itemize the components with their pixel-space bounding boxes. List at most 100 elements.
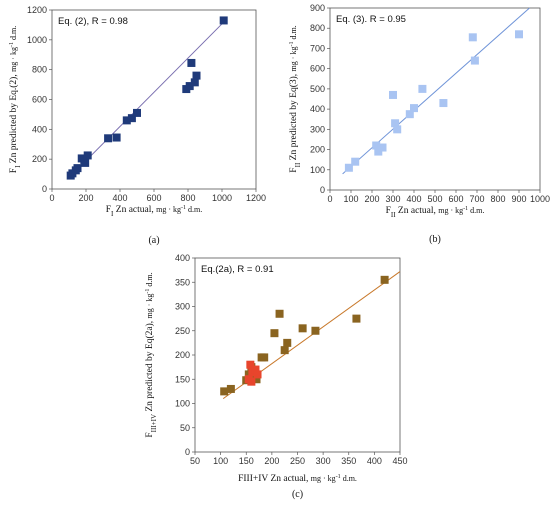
y-tick-label: 200	[310, 145, 325, 155]
data-point	[187, 58, 196, 67]
panel-label: (a)	[148, 235, 159, 246]
y-axis-label: FIII+IV Zn predicted by Eq(2a), mg · kg-…	[144, 272, 158, 437]
y-tick-label: 0	[185, 447, 190, 457]
data-point	[275, 309, 284, 318]
x-tick-label: 250	[290, 456, 305, 466]
x-tick-label: 200	[264, 456, 279, 466]
x-tick-label: 0	[49, 193, 54, 203]
x-tick-label: 1200	[246, 193, 266, 203]
data-point	[283, 338, 292, 347]
data-point	[112, 133, 121, 142]
y-axis-label: FII Zn predicted by Eq(3), mg · kg-1 d.m…	[288, 25, 302, 172]
y-tick-label: 200	[32, 154, 47, 164]
data-point	[192, 71, 201, 80]
data-point	[270, 329, 279, 338]
chart-panel-a: 0 200 400 600 800 1000 1200 0 200 400 600 800 1000 12…	[8, 5, 266, 246]
data-point	[81, 158, 90, 167]
y-tick-label: 100	[175, 399, 190, 409]
data-point	[468, 33, 477, 42]
data-point	[252, 375, 261, 384]
chart-annotation: Eq. (2), R = 0.98	[58, 16, 128, 27]
x-tick-label: 400	[406, 194, 421, 204]
x-tick-label: 200	[364, 194, 379, 204]
x-tick-label: 300	[385, 194, 400, 204]
data-point	[83, 151, 92, 160]
y-tick-label: 300	[310, 124, 325, 134]
data-point	[247, 377, 256, 386]
x-tick-label: 500	[427, 194, 442, 204]
y-tick-label: 400	[175, 253, 190, 263]
y-tick-label: 250	[175, 326, 190, 336]
data-point	[389, 90, 397, 99]
data-point	[405, 110, 414, 119]
data-point	[260, 353, 269, 362]
panel-label: (b)	[429, 234, 441, 245]
data-point	[219, 16, 228, 25]
y-tick-label: 50	[180, 423, 190, 433]
data-point	[253, 370, 262, 379]
x-axis-label: FIII+IV Zn actual, mg · kg-1 d.m.	[238, 474, 357, 484]
data-point	[127, 114, 136, 123]
data-point	[298, 324, 307, 333]
x-tick-label: 900	[511, 194, 526, 204]
data-point	[374, 147, 383, 156]
plot-frame	[329, 7, 541, 191]
x-tick-label: 150	[239, 456, 254, 466]
y-tick-label: 500	[310, 84, 325, 94]
y-tick-label: 800	[32, 65, 47, 75]
data-point	[470, 56, 479, 65]
y-tick-label: 400	[32, 124, 47, 134]
panel-label: (c)	[292, 489, 303, 500]
x-tick-label: 1000	[530, 194, 550, 204]
y-tick-label: 100	[310, 165, 325, 175]
x-tick-label: 200	[78, 193, 93, 203]
x-tick-label: 800	[490, 194, 505, 204]
y-axis-label: FI Zn predicted by Eq.(2), mg · kg-1 d.m…	[8, 26, 22, 173]
x-tick-label: 100	[213, 456, 228, 466]
data-point	[439, 99, 448, 108]
data-point	[185, 82, 194, 91]
chart-annotation: Eq.(2a), R = 0.91	[201, 264, 274, 275]
data-point	[515, 30, 523, 39]
data-point	[226, 384, 235, 393]
chart-panel-b: 0 100 200 300 400 500 600 700 800 900 1000 0 100 200 3…	[288, 3, 550, 245]
y-tick-label: 200	[175, 350, 190, 360]
x-tick-label: 350	[341, 456, 356, 466]
data-point	[220, 387, 229, 396]
y-tick-label: 700	[310, 43, 325, 53]
data-point	[190, 78, 199, 87]
data-point	[378, 143, 387, 152]
data-point	[104, 134, 113, 143]
data-point	[393, 125, 402, 134]
data-point	[122, 116, 131, 125]
data-point	[133, 108, 141, 117]
y-tick-label: 0	[42, 184, 47, 194]
data-point	[280, 346, 289, 355]
data-point	[418, 84, 427, 93]
chart-panel-c: 50 100 150 200 250 300 350 400 45005010015020025…	[144, 253, 408, 500]
y-tick-label: 600	[32, 95, 47, 105]
x-tick-label: 300	[316, 456, 331, 466]
x-tick-label: 600	[146, 193, 161, 203]
x-tick-label: 100	[343, 194, 358, 204]
trend-line	[342, 7, 530, 175]
data-point	[311, 326, 320, 335]
x-tick-label: 450	[392, 456, 407, 466]
data-point	[380, 275, 389, 284]
y-tick-label: 600	[310, 64, 325, 74]
x-tick-label: 400	[367, 456, 382, 466]
data-point	[73, 164, 82, 173]
data-point	[372, 141, 381, 150]
y-tick-label: 800	[310, 23, 325, 33]
trend-line	[68, 20, 226, 179]
x-tick-label: 400	[112, 193, 127, 203]
x-axis-label: FI Zn actual, mg · kg-1 d.m.	[106, 205, 203, 218]
x-tick-label: 50	[190, 456, 200, 466]
data-point	[251, 365, 260, 374]
data-point	[391, 119, 400, 128]
y-tick-label: 900	[310, 3, 325, 13]
y-tick-label: 150	[175, 374, 190, 384]
y-tick-label: 1000	[27, 35, 47, 45]
chart-annotation: Eq. (3). R = 0.95	[336, 14, 406, 25]
